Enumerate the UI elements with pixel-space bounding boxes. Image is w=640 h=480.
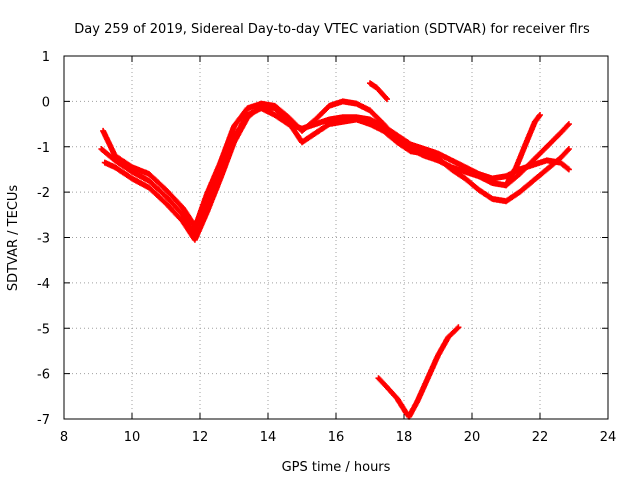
y-tick-label: -3 [37,232,50,247]
x-tick-label: 16 [328,430,345,445]
x-tick-label: 22 [532,430,549,445]
series-markers [503,112,543,189]
chart-title: Day 259 of 2019, Sidereal Day-to-day VTE… [74,22,590,37]
x-tick-label: 12 [192,430,209,445]
series-track-b [101,102,572,243]
series-markers [101,102,572,243]
y-tick-label: -6 [37,368,50,383]
series-markers [98,98,572,236]
x-tick-label: 8 [60,430,68,445]
plot-frame [63,55,609,420]
series-track-f [375,324,462,420]
series-markers [367,80,390,103]
x-tick-label: 14 [260,430,277,445]
y-tick-label: -4 [37,277,50,292]
series-markers [375,324,462,420]
series-track-d [367,80,390,103]
y-tick-label: -5 [37,322,50,337]
y-tick-label: -1 [37,141,50,156]
y-axis-label: SDTVAR / TECUs [6,185,21,292]
series-track-e [503,112,543,189]
x-axis-label: GPS time / hours [282,460,391,475]
x-tick-label: 10 [124,430,141,445]
data-points [98,80,572,420]
series-track-c [98,98,572,236]
x-tick-label: 24 [600,430,617,445]
grid [64,56,608,419]
x-tick-label: 20 [464,430,481,445]
x-tick-label: 18 [396,430,413,445]
y-tick-label: -2 [37,186,50,201]
y-tick-label: 1 [42,50,50,65]
y-tick-label: 0 [42,95,50,110]
y-tick-label: -7 [37,413,50,428]
